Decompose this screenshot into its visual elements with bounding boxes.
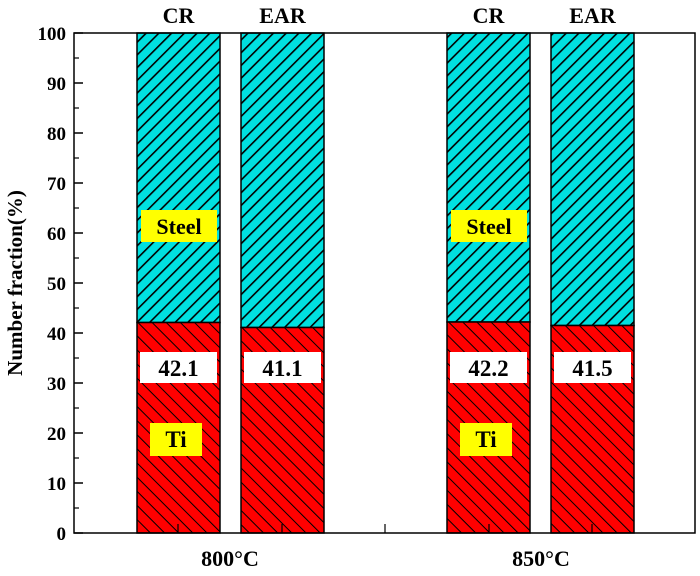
value-label-box [450,352,527,383]
steel-annotation: Steel [156,214,201,239]
y-tick-label: 60 [47,224,66,245]
y-tick-label: 80 [47,124,66,145]
value-label-box [554,352,631,383]
value-label: 41.1 [262,356,302,381]
y-tick-label: 30 [47,374,66,395]
bar-steel-segment [240,32,325,329]
value-label: 42.2 [468,356,508,381]
value-label: 42.1 [158,356,198,381]
bar-category-label: CR [163,3,196,28]
steel-annotation: Steel [466,214,511,239]
y-tick-label: 90 [47,74,66,95]
bar-category-label: CR [473,3,506,28]
bar-steel-segment [136,32,221,324]
y-tick-label: 10 [47,474,66,495]
bar-category-label: EAR [259,3,307,28]
ti-annotation: Ti [475,427,497,452]
steel-annotation-box [141,210,217,242]
value-label-box [140,352,217,383]
ti-annotation-box [460,423,512,456]
value-label: 41.5 [572,356,612,381]
y-tick-label: 40 [47,324,66,345]
x-group-label-800: 800°C [201,546,259,571]
y-tick-label: 70 [47,174,66,195]
x-group-label-850: 850°C [512,546,570,571]
bar-steel-segment [446,32,531,323]
bar-steel-segment [550,32,635,327]
y-tick-label: 100 [38,24,67,45]
bar-category-label: EAR [569,3,617,28]
y-tick-label: 0 [57,524,67,545]
y-tick-label: 50 [47,274,66,295]
steel-annotation-box [451,210,527,242]
y-tick-label: 20 [47,424,66,445]
ti-annotation-box [150,423,202,456]
ti-annotation: Ti [165,427,187,452]
y-axis-label: Number fraction(%) [3,190,27,376]
value-label-box [244,352,321,383]
